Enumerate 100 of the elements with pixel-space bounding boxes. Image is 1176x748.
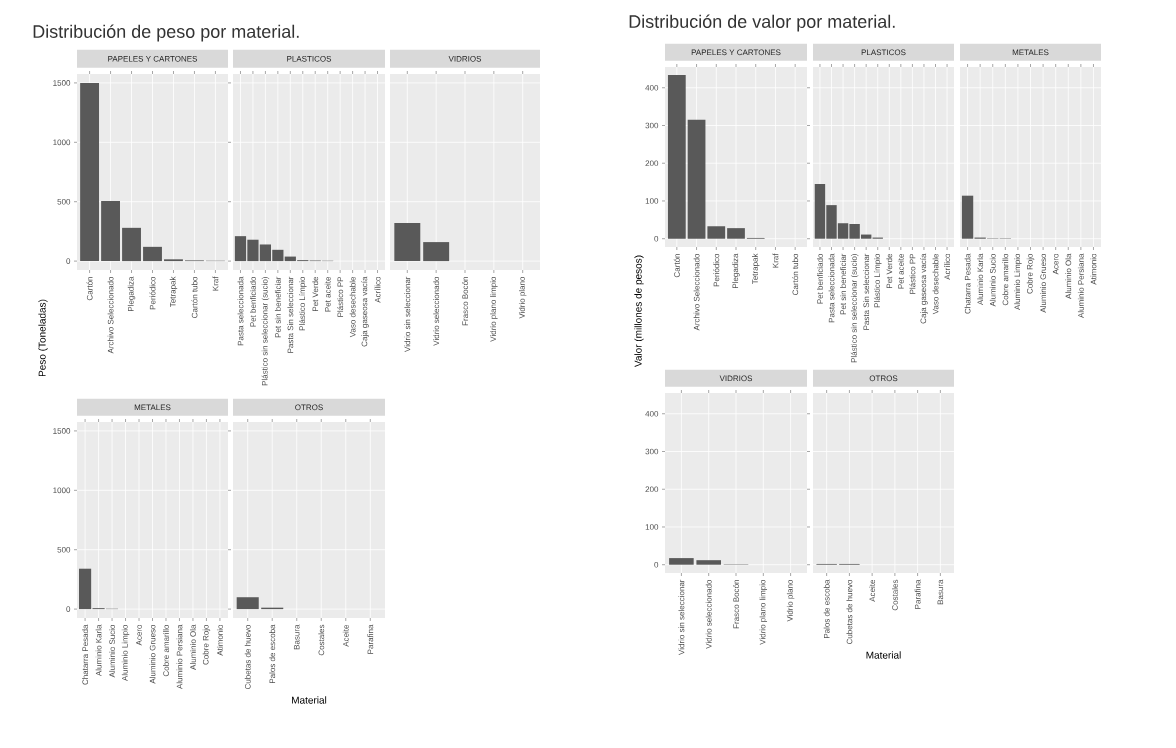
x-tick-label: Acrílico [374, 276, 381, 303]
x-tick-label: Vidrio seleccionado [433, 276, 440, 346]
y-axis-title: Valor (millones de pesos) [634, 255, 644, 368]
x-tick-label: Vidrio plano [786, 579, 795, 622]
y-tick-label: 1000 [53, 139, 71, 146]
x-tick-label: Pet Verde [886, 253, 893, 289]
y-tick-label: 500 [57, 198, 71, 205]
bar [79, 568, 92, 610]
bar [727, 228, 745, 239]
y-tick-label: 400 [645, 84, 659, 91]
x-tick-label: Plástico Límpio [298, 276, 307, 331]
x-tick-label: Vaso desechable [349, 276, 356, 338]
x-tick-label: Periódico [149, 276, 156, 310]
x-tick-label: Aluminio Persiana [176, 624, 183, 689]
x-tick-label: Caja gaseosa vacía [920, 253, 928, 324]
x-tick-label: Cubetas de huevo [846, 579, 853, 645]
x-tick-label: Pet Verde [312, 276, 319, 312]
x-tick-label: Cobre Rojo [1026, 253, 1035, 294]
x-tick-label: Vidrio plano [518, 276, 527, 319]
x-tick-label: Costales [891, 579, 898, 611]
text: Distribución de peso por material. [33, 24, 299, 42]
chart-title: PAPELES Y CARTONES [691, 49, 781, 56]
x-tick-label: Acrílico [944, 253, 951, 280]
x-tick-label: Palos de escoba [823, 579, 830, 639]
x-tick-label: Costales [318, 624, 325, 656]
x-tick-label: Plástico sin seleccionar (sucio) [850, 254, 859, 363]
x-tick-label: Vidrio sin seleccionar [404, 276, 411, 352]
x-tick-label: Cobre amarillo [1002, 253, 1009, 306]
chart-title: PAPELES Y CARTONES [108, 55, 198, 62]
x-tick-label: Kraf [772, 253, 779, 268]
x-tick-label: Pasta Sin seleccionar [287, 276, 294, 353]
y-tick-label: 1500 [53, 428, 71, 434]
x-tick-label: Pasta seleccionada [237, 276, 244, 346]
y-tick-label: 0 [66, 258, 71, 264]
bar [687, 119, 706, 239]
y-tick-label: 100 [645, 198, 659, 204]
chart-title: OTROS [295, 404, 323, 411]
y-tick-label: 300 [645, 448, 659, 455]
x-tick-label: Pet benficiado [817, 253, 823, 304]
x-tick-label: Aluminio Grueso [1040, 253, 1047, 313]
y-tick-label: 1500 [53, 80, 71, 86]
x-tick-label: Tetrapak [169, 276, 178, 308]
x-tick-label: Aluminio Limpio [1014, 253, 1022, 310]
x-tick-label: Pasta seleccionada [828, 253, 835, 323]
y-axis-title: Peso (Toneladas) [38, 299, 48, 377]
x-tick-label: Plástico PP [909, 253, 916, 294]
y-tick-label: 0 [654, 235, 659, 242]
x-tick-label: Kraf [212, 276, 219, 291]
y-tick-label: 0 [66, 606, 71, 612]
y-tick-label: 200 [645, 160, 659, 167]
x-tick-label: Cobre amarillo [163, 624, 169, 677]
y-tick-label: 0 [654, 561, 659, 568]
x-tick-label: Aluminio Sucio [989, 253, 996, 307]
x-tick-label: Cartón tubo [191, 276, 198, 318]
x-tick-label: Atimonio [216, 624, 223, 656]
x-tick-label: Tetrapak [751, 253, 760, 285]
x-tick-label: Aceite [869, 579, 876, 602]
x-tick-label: Frasco Bocón [733, 580, 739, 629]
bar [667, 74, 686, 239]
bar [707, 226, 726, 239]
x-tick-label: Vidrio plano limpio [490, 276, 498, 342]
x-tick-label: Aceite [342, 624, 349, 647]
x-tick-label: Plegadiza [127, 276, 136, 312]
bar [101, 201, 120, 262]
chart-title: PLASTICOS [287, 55, 332, 62]
x-axis-title: Material [866, 651, 901, 659]
x-tick-label: Acero [1052, 253, 1059, 275]
chart-title: METALES [134, 404, 171, 411]
x-tick-label: Aluminio Karla [977, 253, 984, 306]
x-tick-label: Aluminio Sucio [109, 624, 115, 678]
x-tick-label: Caja gaseosa vacía [361, 276, 369, 347]
x-tick-label: Parafina [367, 624, 374, 654]
y-tick-label: 400 [645, 410, 659, 417]
x-tick-label: Basura [937, 579, 944, 605]
x-tick-label: Parafina [914, 579, 921, 609]
y-tick-label: 300 [645, 122, 659, 129]
x-tick-label: Aluminio Karla [95, 624, 102, 677]
x-tick-label: Plástico Límpio [873, 253, 882, 308]
x-tick-label: Plástico PP [337, 276, 344, 317]
x-tick-label: Atimonio [1090, 253, 1097, 285]
chart-title: METALES [1012, 49, 1049, 56]
y-tick-label: 500 [57, 546, 71, 553]
x-tick-label: Cartón [673, 254, 680, 278]
x-tick-label: Cartón [86, 277, 93, 301]
bar [122, 227, 141, 262]
chart-title: OTROS [869, 375, 898, 382]
x-tick-label: Chatarra Pesada [82, 624, 89, 685]
x-tick-label: Vidrio plano limpio [759, 579, 768, 645]
x-tick-label: Plástico sin seleccionar (sucio) [261, 277, 270, 386]
x-tick-label: Aluminio Ola [1065, 253, 1072, 299]
x-tick-label: Archivo Seleccionado [693, 253, 700, 331]
x-tick-label: Cubetas de huevo [244, 624, 251, 690]
x-tick-label: Cartón tubo [792, 253, 799, 295]
x-tick-label: Chatarra Pesada [964, 253, 971, 314]
x-tick-label: Pet aceite [324, 276, 331, 312]
x-tick-label: Pet benficiado [250, 276, 256, 327]
y-tick-label: 100 [645, 524, 659, 530]
text: Distribución de valor por material. [629, 14, 895, 32]
x-tick-label: Vidrio seleccionado [705, 579, 712, 649]
chart-title: VIDRIOS [719, 375, 753, 382]
